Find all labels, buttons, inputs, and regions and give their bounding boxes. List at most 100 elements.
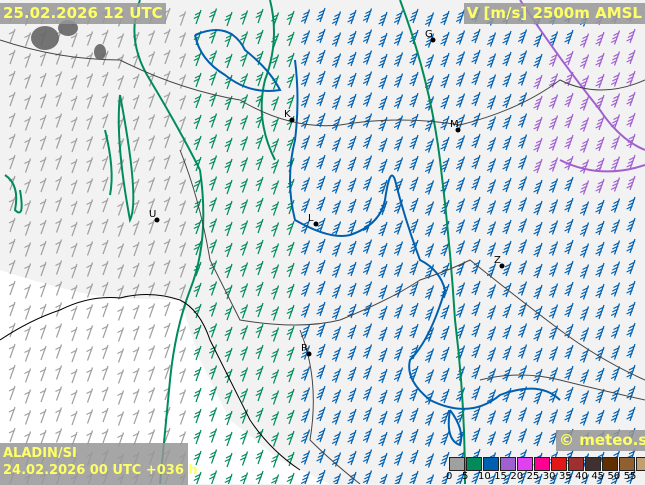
wind-barb bbox=[362, 155, 373, 170]
wind-barb bbox=[55, 365, 63, 380]
wind-barb bbox=[240, 31, 249, 46]
coastline bbox=[0, 294, 301, 471]
copyright: © meteo.si bbox=[556, 430, 645, 451]
wind-barb bbox=[331, 410, 342, 425]
wind-barb bbox=[595, 241, 605, 257]
wind-barb bbox=[55, 428, 63, 443]
wind-barb bbox=[331, 368, 342, 383]
wind-barb bbox=[471, 469, 481, 484]
wind-barb bbox=[193, 93, 202, 109]
wind-barb bbox=[626, 49, 636, 65]
wind-barb bbox=[486, 368, 497, 383]
wind-barb bbox=[101, 176, 109, 192]
wind-barb bbox=[564, 50, 574, 66]
wind-barb bbox=[378, 242, 388, 258]
legend-tick: 30 bbox=[542, 471, 556, 482]
wind-barb bbox=[39, 51, 47, 67]
wind-barb bbox=[86, 199, 94, 214]
wind-barb bbox=[440, 31, 450, 47]
wind-barb bbox=[455, 72, 466, 87]
wind-barb bbox=[300, 114, 311, 129]
wind-barb bbox=[132, 409, 140, 425]
wind-barb bbox=[424, 12, 435, 27]
wind-barb bbox=[517, 344, 528, 359]
wind-barb bbox=[362, 260, 373, 275]
wind-barb bbox=[163, 91, 171, 107]
parameter-label: V [m/s] 2500m AMSL bbox=[463, 3, 645, 24]
wind-barb bbox=[70, 137, 78, 153]
wind-barb bbox=[626, 70, 636, 86]
wind-barb bbox=[331, 179, 342, 194]
wind-barb bbox=[8, 154, 16, 170]
wind-barb bbox=[610, 30, 621, 45]
wind-barb bbox=[255, 302, 264, 318]
wind-barb bbox=[86, 409, 94, 424]
city-dot bbox=[289, 117, 295, 123]
wind-barb bbox=[8, 196, 16, 212]
wind-barb bbox=[240, 262, 249, 277]
wind-barb bbox=[24, 368, 32, 383]
wind-barb bbox=[486, 326, 497, 341]
wind-barb bbox=[595, 283, 605, 299]
wind-barb bbox=[595, 31, 605, 47]
wind-barb bbox=[163, 70, 171, 86]
wind-barb bbox=[409, 470, 419, 484]
wind-barb bbox=[579, 159, 590, 174]
wind-barb bbox=[209, 449, 218, 464]
wind-barb bbox=[316, 259, 326, 275]
wind-barb bbox=[424, 243, 435, 258]
wind-barb bbox=[117, 180, 125, 195]
isotach-contours bbox=[4, 0, 645, 484]
wind-barb bbox=[8, 133, 16, 149]
wind-barb bbox=[209, 29, 218, 44]
wind-barb bbox=[179, 368, 187, 383]
wind-barb bbox=[224, 263, 233, 279]
wind-barb bbox=[255, 29, 264, 45]
wind-barb bbox=[610, 240, 621, 255]
wind-barb bbox=[240, 346, 249, 361]
wind-barb bbox=[240, 304, 249, 319]
wind-barb bbox=[471, 238, 481, 254]
wind-barb bbox=[331, 221, 342, 236]
wind-barb bbox=[86, 94, 94, 109]
wind-barb bbox=[626, 28, 636, 44]
wind-barb bbox=[24, 116, 32, 131]
wind-barb bbox=[86, 115, 94, 130]
wind-barb bbox=[409, 386, 419, 402]
wind-barb bbox=[209, 386, 218, 401]
wind-barb bbox=[209, 176, 218, 191]
wind-barb bbox=[393, 94, 404, 109]
wind-barb bbox=[378, 431, 388, 447]
wind-barb bbox=[626, 385, 636, 401]
wind-barb bbox=[209, 134, 218, 149]
wind-barb bbox=[148, 387, 156, 402]
wind-barb bbox=[610, 114, 621, 129]
wind-barb bbox=[471, 217, 481, 233]
wind-barb bbox=[179, 242, 187, 257]
wind-barb bbox=[163, 196, 171, 212]
legend-swatch bbox=[619, 457, 635, 471]
wind-barb bbox=[179, 221, 187, 236]
legend-swatch bbox=[534, 457, 550, 471]
wind-barb bbox=[193, 345, 202, 361]
legend-tick: 45 bbox=[591, 471, 605, 482]
wind-barb bbox=[193, 429, 202, 445]
wind-barb bbox=[148, 30, 156, 45]
wind-barb bbox=[39, 93, 47, 109]
wind-barb bbox=[502, 51, 512, 67]
sea-area bbox=[0, 270, 330, 484]
wind-barb bbox=[224, 11, 233, 27]
wind-barb bbox=[548, 367, 559, 382]
wind-barb bbox=[148, 303, 156, 318]
wind-barb bbox=[55, 50, 63, 65]
wind-barb bbox=[378, 368, 388, 384]
wind-barb bbox=[626, 238, 636, 254]
wind-barb bbox=[440, 52, 450, 68]
wind-barb bbox=[39, 324, 47, 340]
wind-barb bbox=[486, 53, 497, 68]
wind-barb bbox=[24, 305, 32, 320]
wind-barb bbox=[240, 367, 249, 382]
wind-barb bbox=[471, 385, 481, 401]
wind-barb bbox=[393, 136, 404, 151]
wind-barb bbox=[378, 158, 388, 174]
